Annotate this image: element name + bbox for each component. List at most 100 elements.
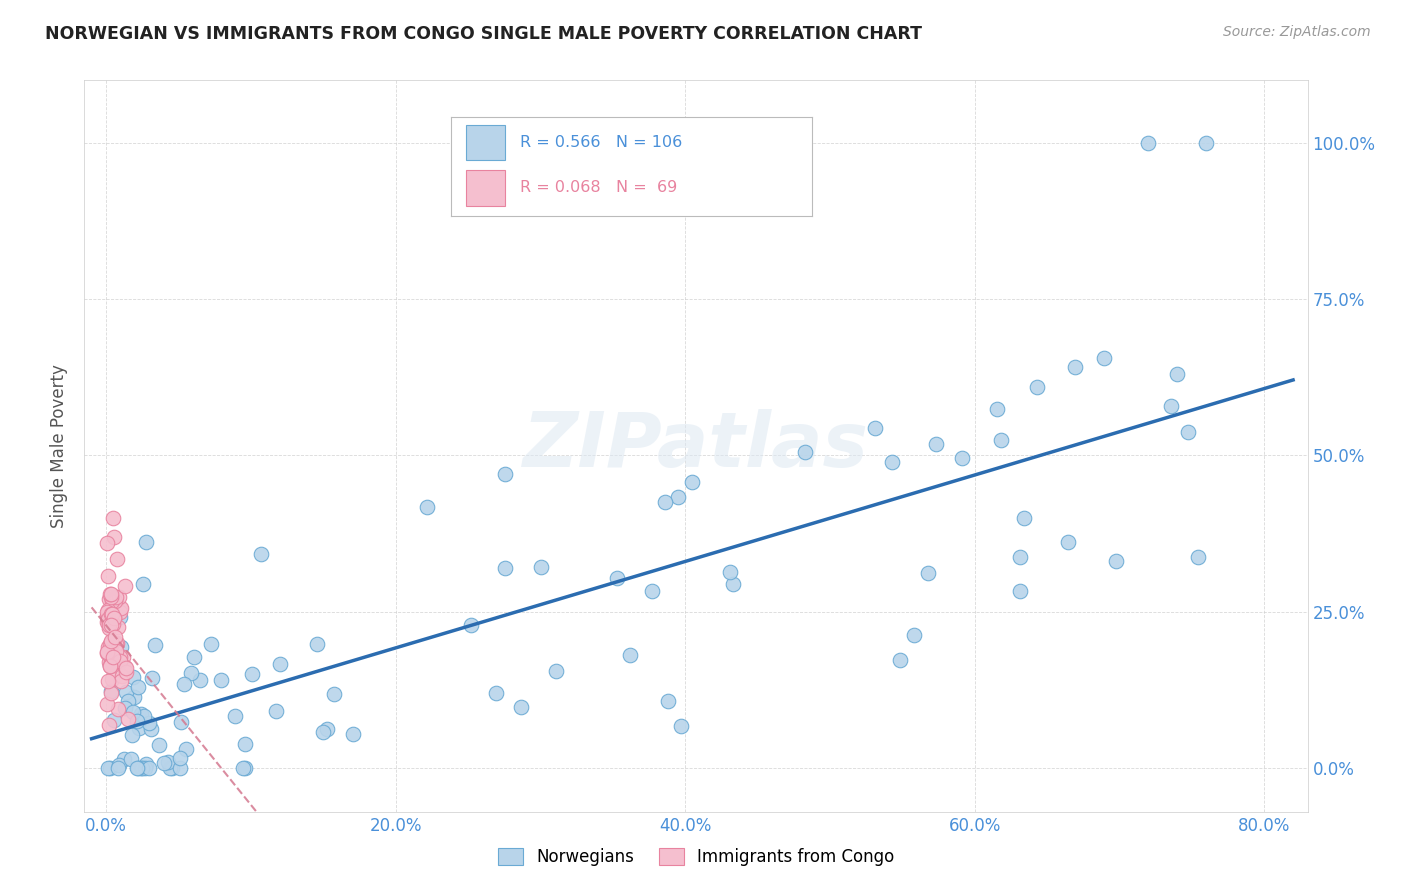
Point [97, 673, 120, 688]
Point [108, 591, 131, 605]
Point [316, 723, 339, 737]
Text: Source: ZipAtlas.com: Source: ZipAtlas.com [1223, 25, 1371, 39]
Point [666, 490, 689, 504]
Point [96, 603, 118, 617]
Text: ZIPatlas: ZIPatlas [523, 409, 869, 483]
Point [720, 565, 742, 579]
Point [925, 437, 948, 451]
Point [107, 620, 129, 634]
Point [127, 761, 149, 775]
Point [889, 652, 911, 666]
Point [96, 609, 118, 624]
Point [114, 660, 136, 674]
Point [129, 761, 152, 775]
Point [110, 640, 132, 654]
Point [107, 702, 129, 716]
Point [125, 714, 148, 728]
Point [863, 421, 886, 435]
Point [98, 618, 121, 632]
Point [114, 701, 136, 715]
Point [494, 561, 516, 575]
Point [1014, 511, 1036, 525]
Point [135, 756, 157, 771]
Point [160, 761, 183, 775]
Point [1056, 535, 1078, 549]
Point [950, 450, 973, 465]
Point [97, 640, 120, 655]
Point [606, 571, 628, 585]
Point [96, 536, 118, 550]
Point [117, 694, 139, 708]
Point [132, 708, 155, 723]
Point [105, 637, 128, 651]
Point [200, 637, 222, 651]
Point [153, 756, 176, 771]
Point [97, 655, 120, 669]
Point [114, 684, 136, 698]
Point [98, 659, 121, 673]
Point [323, 687, 346, 701]
Point [96, 698, 118, 712]
Point [1064, 359, 1087, 374]
Point [121, 705, 143, 719]
Point [681, 475, 703, 489]
Point [100, 655, 122, 669]
Point [657, 694, 679, 708]
Point [108, 605, 131, 619]
Point [98, 617, 121, 632]
Point [103, 530, 125, 544]
Point [115, 665, 138, 679]
Point [1010, 584, 1032, 599]
Point [104, 653, 127, 667]
Point [148, 738, 170, 752]
Point [98, 587, 121, 601]
Point [233, 737, 256, 751]
Point [183, 650, 205, 665]
Point [100, 634, 122, 648]
Point [104, 594, 127, 608]
Point [530, 560, 553, 574]
Point [169, 761, 191, 775]
Point [108, 610, 131, 624]
Point [108, 655, 131, 669]
Point [131, 761, 153, 775]
Point [141, 671, 163, 685]
Point [100, 635, 122, 649]
Point [114, 579, 136, 593]
Point [105, 636, 128, 650]
Point [169, 751, 191, 765]
Point [209, 673, 232, 687]
Point [98, 658, 121, 673]
Point [105, 643, 128, 657]
Point [103, 713, 125, 727]
Point [641, 583, 664, 598]
Point [100, 658, 122, 673]
Point [240, 666, 263, 681]
Point [1177, 425, 1199, 439]
Point [654, 494, 676, 508]
Point [342, 727, 364, 741]
Point [120, 752, 142, 766]
Point [110, 649, 132, 664]
Point [312, 725, 335, 739]
Point [305, 637, 328, 651]
Point [1092, 351, 1115, 365]
Point [135, 534, 157, 549]
Point [104, 590, 127, 604]
Point [103, 511, 125, 525]
Point [100, 607, 122, 621]
Point [110, 674, 132, 689]
Point [96, 646, 118, 660]
Point [139, 722, 162, 736]
Point [180, 666, 202, 681]
Point [101, 607, 124, 621]
Point [460, 618, 482, 632]
Point [1195, 136, 1218, 150]
Point [1105, 554, 1128, 568]
Point [98, 761, 121, 775]
Point [416, 500, 439, 515]
Point [98, 592, 121, 607]
Point [793, 445, 815, 459]
Point [619, 648, 641, 662]
Point [990, 433, 1012, 447]
